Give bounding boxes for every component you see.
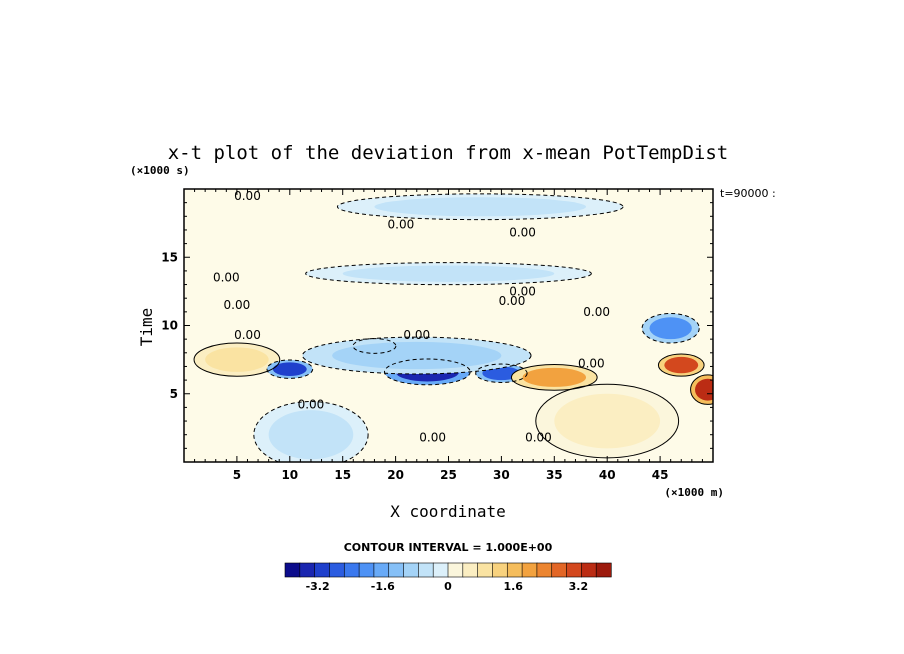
contour-label: 0.00 <box>578 357 605 371</box>
colorbar-tick-label: 3.2 <box>569 580 589 593</box>
contour-interval-text: CONTOUR INTERVAL = 1.000E+00 <box>344 541 553 554</box>
contour-line <box>510 363 598 391</box>
contour-label: 0.00 <box>224 298 251 312</box>
colorbar-tick-labels: -3.2 -1.6 0 1.6 3.2 <box>306 580 589 593</box>
anomaly-core <box>695 378 713 401</box>
x-tick-label: 45 <box>652 468 669 482</box>
colorbar-swatch <box>403 562 419 578</box>
x-axis-label: X coordinate <box>390 502 506 521</box>
x-tick-label: 40 <box>599 468 616 482</box>
colorbar-swatch <box>299 562 316 578</box>
colorbar-swatch <box>284 562 301 578</box>
anomaly-core <box>268 410 354 460</box>
x-tick-label: 15 <box>334 468 351 482</box>
contour-line <box>690 374 713 405</box>
contour-line <box>305 262 592 286</box>
colorbar-swatch <box>373 562 390 578</box>
contour-line <box>336 193 624 221</box>
x-tick-label: 20 <box>387 468 404 482</box>
contour-label: 0.00 <box>509 226 536 240</box>
contour-label: 0.00 <box>388 217 415 231</box>
colorbar-swatch <box>432 562 449 578</box>
colorbar-swatch <box>506 562 523 578</box>
x-tick-label: 30 <box>493 468 510 482</box>
contour-label: 0.00 <box>583 305 610 319</box>
colorbar <box>284 562 612 578</box>
contour-label: 0.00 <box>525 430 552 444</box>
contour-line <box>301 336 532 375</box>
colorbar-tick-label: -3.2 <box>306 580 330 593</box>
colorbar-tick-label: -1.6 <box>371 580 395 593</box>
y-tick-label: 5 <box>170 387 178 401</box>
anomaly-core <box>649 317 692 340</box>
colorbar-swatch <box>536 562 553 578</box>
contour-line <box>193 342 281 377</box>
x-tick-label: 10 <box>281 468 298 482</box>
colorbar-swatch <box>388 562 405 578</box>
plot-area: 0.000.000.000.000.000.00 0.000.000.00 0.00… <box>183 188 714 463</box>
colorbar-swatch <box>314 562 331 578</box>
y-axis-ticks: 5 10 15 <box>161 202 713 449</box>
contour-label: 0.00 <box>234 189 261 203</box>
y-unit-label: (×1000 s) <box>130 164 190 177</box>
x-axis-ticks: 5 10 15 20 25 30 35 40 45 <box>194 189 703 482</box>
x-tick-label: 5 <box>233 468 241 482</box>
contour-label: 0.00 <box>298 398 325 412</box>
chart-title: x-t plot of the deviation from x-mean Po… <box>168 142 729 164</box>
anomaly-core <box>522 367 587 387</box>
contour-line <box>657 353 705 377</box>
anomaly-core <box>554 393 661 449</box>
contour-label: 0.00 <box>499 294 526 308</box>
colorbar-swatch <box>477 562 494 578</box>
colorbar-swatch <box>447 562 464 578</box>
colorbar-swatch <box>418 562 434 578</box>
y-axis-label: Time <box>137 308 156 347</box>
colorbar-swatch <box>343 562 360 578</box>
anomaly-core <box>332 341 502 370</box>
x-tick-label: 25 <box>440 468 457 482</box>
colorbar-tick-label: 1.6 <box>503 580 523 593</box>
time-note: t=90000 : <box>720 187 776 200</box>
x-tick-label: 35 <box>546 468 563 482</box>
anomaly-core <box>664 356 699 374</box>
contour-line <box>475 363 528 383</box>
y-tick-label: 10 <box>161 319 178 333</box>
anomaly-core <box>342 265 555 282</box>
colorbar-swatch <box>566 562 582 578</box>
colorbar-swatch <box>551 562 568 578</box>
y-tick-label: 15 <box>161 250 178 264</box>
colorbar-tick-label: 0 <box>444 580 452 593</box>
anomaly-core <box>374 197 587 217</box>
contour-label: 0.00 <box>403 328 430 342</box>
colorbar-swatch <box>581 562 597 578</box>
contour-line <box>641 312 700 344</box>
colorbar-swatch <box>595 562 612 578</box>
anomaly-layer <box>194 193 713 462</box>
contour-line <box>352 338 397 354</box>
colorbar-swatch <box>462 562 479 578</box>
contour-label: 0.00 <box>509 284 536 298</box>
contour-labels: 0.000.000.000.000.000.00 0.000.000.00 0.00… <box>213 189 610 444</box>
contour-label: 0.00 <box>213 271 240 285</box>
anomaly-core <box>272 362 307 377</box>
anomaly-core <box>205 347 269 372</box>
contour-label: 0.00 <box>234 328 261 342</box>
contour-line <box>266 359 314 379</box>
contour-label: 0.00 <box>419 430 446 444</box>
x-unit-label: (×1000 m) <box>664 486 724 499</box>
contour-line <box>253 401 369 462</box>
colorbar-swatch <box>358 562 375 578</box>
colorbar-swatch <box>329 562 345 578</box>
colorbar-swatch <box>521 562 538 578</box>
colorbar-swatch <box>492 562 508 578</box>
